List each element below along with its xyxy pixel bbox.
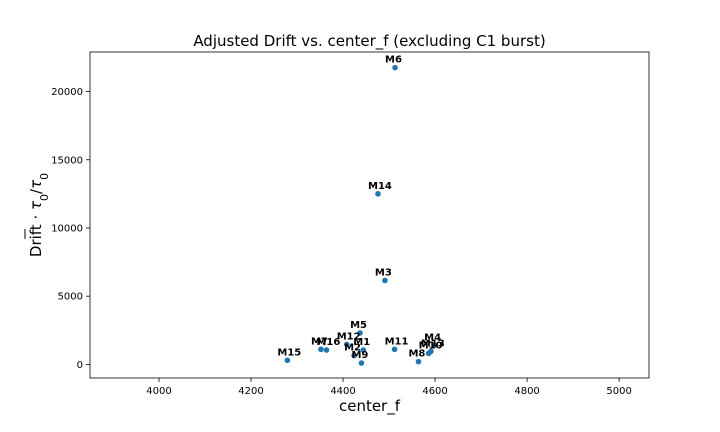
scatter-point <box>284 357 291 364</box>
scatter-point <box>358 360 365 366</box>
x-axis-title: center_f <box>339 397 401 416</box>
y-axis-title-subscript: 0 <box>38 194 51 201</box>
scatter-point <box>415 358 422 365</box>
point-label: M4 <box>424 332 441 343</box>
point-label: M6 <box>385 55 402 66</box>
plot-area-frame <box>89 51 650 379</box>
scatter-point <box>357 330 363 336</box>
svg-text:Drift · τ0/τ0: Drift · τ0/τ0 <box>27 173 51 257</box>
scatter-point <box>323 347 330 353</box>
x-tick-label: 4000 <box>146 386 171 397</box>
scatter-point <box>425 350 432 357</box>
x-tick-label: 4200 <box>238 386 263 397</box>
axis-ticks: 4000 4200 4400 4600 4800 5000 0 5000 10000 15000 2… <box>51 87 632 397</box>
scatter-point <box>375 191 381 197</box>
point-label: M14 <box>368 181 392 192</box>
x-tick-label: 4400 <box>330 386 355 397</box>
y-axis-title-tau-bar: τ <box>27 200 45 210</box>
y-axis-title: Drift · τ0/τ0 <box>27 173 51 257</box>
x-tick-label: 4600 <box>422 386 447 397</box>
scatter-point <box>392 64 398 71</box>
y-tick-label: 10000 <box>51 223 83 234</box>
point-label: M11 <box>385 336 409 347</box>
chart-title: Adjusted Drift vs. center_f (excluding C… <box>193 32 545 51</box>
y-tick-label: 0 <box>77 360 83 371</box>
scatter-point <box>391 346 398 353</box>
y-tick-label: 20000 <box>51 87 83 98</box>
point-label: M10 <box>419 340 443 351</box>
x-tick-label: 4800 <box>514 386 539 397</box>
point-label: M8 <box>408 349 425 360</box>
point-label: M7 <box>311 336 328 347</box>
point-label: M13 <box>421 338 445 349</box>
y-axis-title-subscript-2: 0 <box>38 173 51 180</box>
point-label: M15 <box>277 347 301 358</box>
scatter-point <box>431 342 437 349</box>
y-tick-label: 5000 <box>58 292 83 303</box>
x-tick-label: 5000 <box>606 386 631 397</box>
y-axis-title-separator: / <box>27 188 45 194</box>
point-label: M9 <box>351 350 368 361</box>
scatter-point <box>318 346 324 353</box>
point-label: M5 <box>350 320 367 331</box>
scatter-point <box>351 352 357 359</box>
scatter-point <box>360 347 367 353</box>
point-label: M2 <box>344 342 361 353</box>
scatter-point <box>382 277 388 284</box>
y-axis-title-prefix: Drift · <box>27 210 45 257</box>
point-label: M16 <box>316 337 340 348</box>
y-axis-title-tau: τ <box>27 179 45 189</box>
point-label: M12 <box>337 332 361 343</box>
point-label: M1 <box>353 337 370 348</box>
point-label: M3 <box>375 267 392 278</box>
y-tick-label: 15000 <box>51 155 83 166</box>
scatter-point <box>343 341 350 348</box>
data-points <box>284 64 437 366</box>
